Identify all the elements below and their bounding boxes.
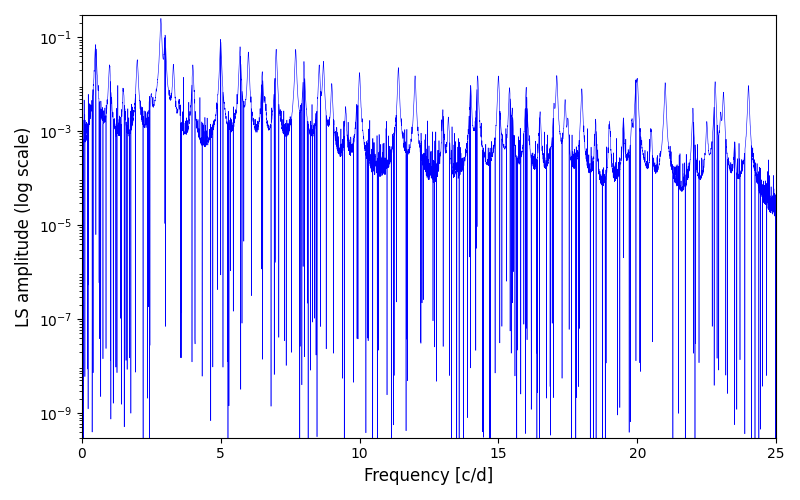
X-axis label: Frequency [c/d]: Frequency [c/d] (364, 467, 494, 485)
Y-axis label: LS amplitude (log scale): LS amplitude (log scale) (15, 126, 33, 326)
